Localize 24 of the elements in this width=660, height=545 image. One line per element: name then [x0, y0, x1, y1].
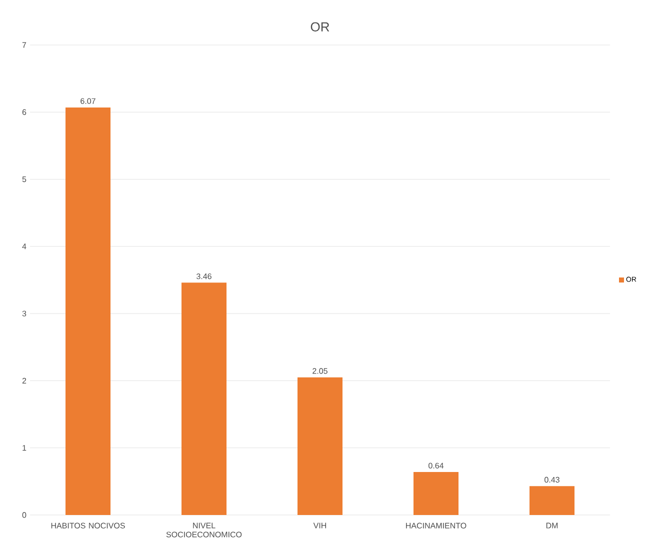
bar [66, 107, 111, 515]
data-label: 3.46 [196, 273, 212, 280]
x-tick-label: DM [546, 522, 558, 528]
bar [298, 377, 343, 515]
y-tick-label: 5 [22, 176, 26, 182]
y-tick-label: 6 [22, 109, 26, 115]
bar [530, 486, 574, 515]
x-tick-label: HACINAMIENTO [406, 522, 466, 528]
y-tick-label: 0 [22, 512, 26, 518]
y-tick-label: 3 [22, 310, 26, 316]
x-tick-label: VIH [313, 522, 326, 528]
chart-title: OR [310, 22, 330, 32]
y-tick-label: 2 [22, 378, 26, 384]
data-label: 0.64 [428, 462, 444, 468]
bar [182, 282, 227, 515]
data-label: 0.43 [544, 476, 560, 483]
y-tick-label: 7 [22, 42, 26, 48]
x-tick-label: HABITOS NOCIVOS [51, 522, 125, 528]
y-tick-label: 1 [22, 445, 26, 451]
x-tick-label: NIVEL SOCIOECONOMICO [166, 522, 242, 538]
y-tick-label: 4 [22, 244, 26, 250]
bar [414, 472, 458, 515]
data-label: 6.07 [80, 98, 96, 104]
data-label: 2.05 [312, 368, 328, 374]
